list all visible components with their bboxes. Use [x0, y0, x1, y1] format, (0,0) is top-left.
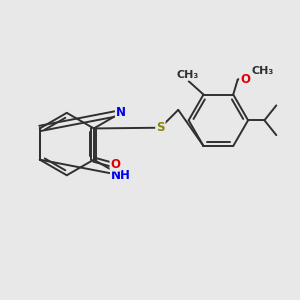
Text: NH: NH [111, 169, 131, 182]
Text: S: S [156, 121, 165, 134]
Text: CH₃: CH₃ [176, 70, 198, 80]
Text: N: N [116, 106, 126, 119]
Text: O: O [240, 73, 250, 85]
Text: O: O [110, 158, 121, 171]
Text: CH₃: CH₃ [252, 66, 274, 76]
